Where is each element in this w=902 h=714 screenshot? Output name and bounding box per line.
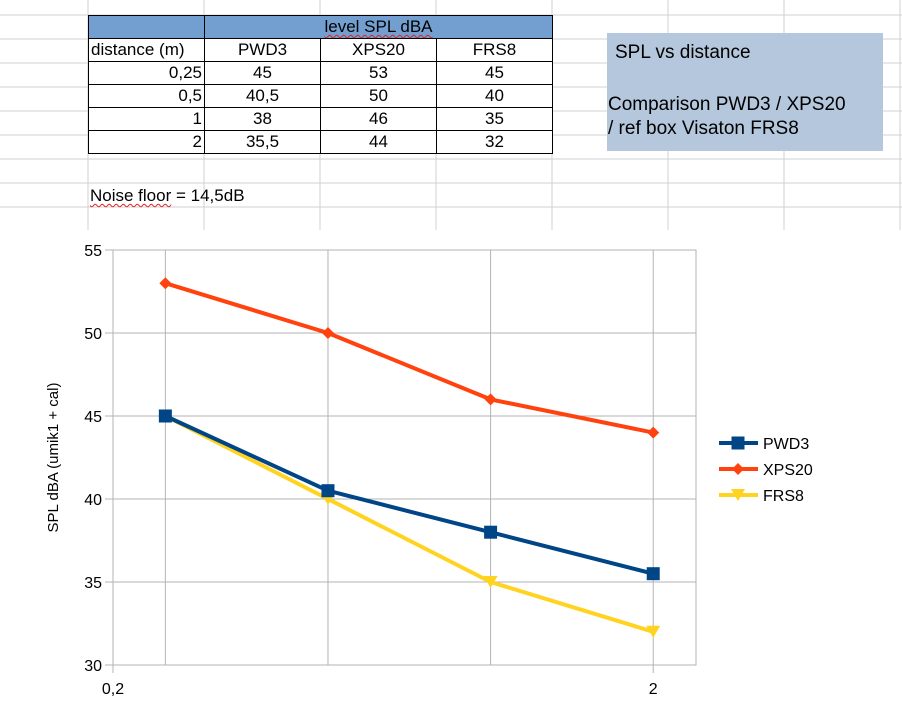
table-row: 0,25 45 53 45 <box>88 61 553 85</box>
cell-xps20[interactable]: 46 <box>320 107 437 131</box>
legend-label-xps20: XPS20 <box>763 462 813 479</box>
cell-frs8[interactable]: 35 <box>436 107 553 131</box>
cell-distance[interactable]: 0,25 <box>88 61 205 85</box>
y-tick-label: 55 <box>84 243 102 260</box>
chart-area <box>0 230 902 714</box>
cell-frs8[interactable]: 40 <box>436 84 553 108</box>
cell-frs8[interactable]: 45 <box>436 61 553 85</box>
cell-pwd3[interactable]: 35,5 <box>204 130 321 154</box>
cell-distance[interactable]: 1 <box>88 107 205 131</box>
y-tick-label: 40 <box>84 492 102 509</box>
column-header-pwd3[interactable]: PWD3 <box>204 38 321 62</box>
cell-pwd3[interactable]: 38 <box>204 107 321 131</box>
legend-marker-xps20 <box>732 463 744 475</box>
table-header-blank[interactable] <box>88 15 205 39</box>
series-pwd3 <box>158 409 660 581</box>
spl-table: level SPL dBA distance (m) PWD3 XPS20 FR… <box>88 15 553 154</box>
noise-floor-label: Noise floor <box>90 186 172 205</box>
data-point-pwd3 <box>646 567 660 581</box>
table-column-row: distance (m) PWD3 XPS20 FRS8 <box>88 38 553 62</box>
x-tick-label: 2 <box>649 681 658 698</box>
legend: PWD3 XPS20 FRS8 <box>719 436 813 505</box>
cell-pwd3[interactable]: 45 <box>204 61 321 85</box>
series-line-xps20 <box>164 281 654 435</box>
data-point-xps20 <box>647 426 660 439</box>
y-tick-label: 45 <box>84 409 102 426</box>
noise-floor-value: = 14,5dB <box>176 186 245 205</box>
series-line-pwd3 <box>164 414 654 576</box>
cell-pwd3[interactable]: 40,5 <box>204 84 321 108</box>
column-header-xps20[interactable]: XPS20 <box>320 38 437 62</box>
note-line-1: Comparison PWD3 / XPS20 <box>608 94 846 115</box>
data-point-xps20 <box>484 393 497 406</box>
series-line-frs8 <box>164 414 654 634</box>
table-row: 1 38 46 35 <box>88 107 553 131</box>
y-tick-label: 30 <box>84 658 102 675</box>
group-header-cell[interactable]: level SPL dBA <box>204 15 553 39</box>
group-header-text: level SPL dBA <box>324 17 433 36</box>
data-point-pwd3 <box>484 525 498 539</box>
table-row: 0,5 40,5 50 40 <box>88 84 553 108</box>
legend-marker-pwd3 <box>731 436 745 450</box>
cell-frs8[interactable]: 32 <box>436 130 553 154</box>
cell-xps20[interactable]: 44 <box>320 130 437 154</box>
table-row: 2 35,5 44 32 <box>88 130 553 154</box>
noise-floor-cell[interactable]: Noise floor = 14,5dB <box>90 186 245 206</box>
column-header-frs8[interactable]: FRS8 <box>436 38 553 62</box>
cell-distance[interactable]: 2 <box>88 130 205 154</box>
y-tick-label: 35 <box>84 575 102 592</box>
column-header-distance[interactable]: distance (m) <box>88 38 205 62</box>
data-point-xps20 <box>159 277 172 290</box>
data-point-xps20 <box>321 327 334 339</box>
table-header-row: level SPL dBA <box>88 15 553 39</box>
note-line-2: / ref box Visaton FRS8 <box>608 118 799 139</box>
data-point-frs8 <box>646 625 661 638</box>
y-tick-label: 50 <box>84 326 102 343</box>
legend-label-pwd3: PWD3 <box>763 436 809 453</box>
note-box[interactable]: SPL vs distance Comparison PWD3 / XPS20 … <box>607 33 883 151</box>
note-title: SPL vs distance <box>615 42 751 63</box>
y-axis-label: SPL dBA (umik1 + cal) <box>45 383 62 533</box>
cell-xps20[interactable]: 50 <box>320 84 437 108</box>
data-point-pwd3 <box>158 409 172 423</box>
note-body: Comparison PWD3 / XPS20 / ref box Visato… <box>608 93 846 141</box>
cell-distance[interactable]: 0,5 <box>88 84 205 108</box>
cell-xps20[interactable]: 53 <box>320 61 437 85</box>
data-point-pwd3 <box>321 484 335 498</box>
plot-frame <box>112 249 697 666</box>
spl-chart[interactable]: 30 35 40 45 50 55 0,2 2 SPL dBA (umik1 + cal) PWD… <box>0 230 902 714</box>
x-tick-label: 0,2 <box>102 681 124 698</box>
legend-marker-frs8 <box>731 489 745 501</box>
data-point-frs8 <box>483 576 498 588</box>
series-xps20 <box>159 277 660 439</box>
legend-label-frs8: FRS8 <box>763 488 804 505</box>
